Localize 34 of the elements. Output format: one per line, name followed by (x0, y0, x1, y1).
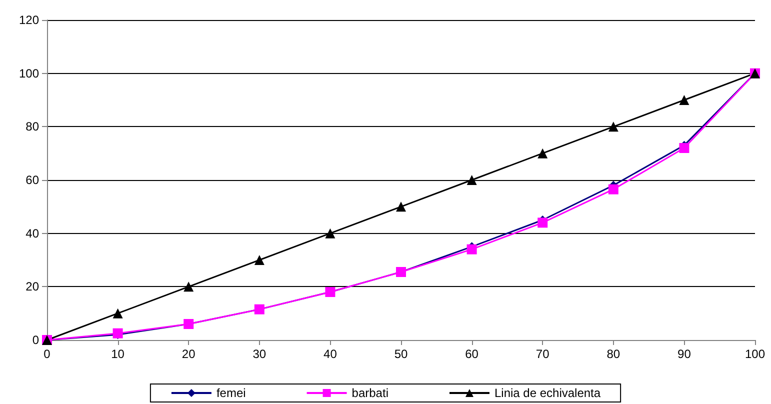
y-tick-label: 40 (26, 226, 40, 240)
y-tick-label: 120 (18, 13, 40, 27)
legend-label: femei (216, 386, 246, 400)
point (396, 202, 406, 212)
y-tick-label: 100 (18, 66, 40, 80)
point (538, 218, 548, 228)
y-tick-label: 60 (26, 173, 40, 187)
point (466, 175, 477, 185)
point (608, 122, 618, 132)
legend-label: barbati (352, 386, 388, 400)
legend-label: Linia de echivalenta (494, 386, 601, 400)
y-tick-label: 80 (26, 120, 40, 134)
y-tick-label: 0 (32, 333, 40, 347)
x-tick-label: 90 (678, 347, 692, 361)
x-tick-label: 40 (324, 347, 338, 361)
point (679, 143, 690, 153)
x-tick-label: 0 (44, 347, 51, 361)
x-tick-label: 80 (606, 347, 620, 361)
x-tick-label: 50 (394, 347, 408, 361)
point (112, 308, 123, 318)
x-tick-label: 20 (182, 347, 196, 361)
x-tick-label: 70 (536, 347, 550, 361)
x-tick-label: 30 (252, 347, 266, 361)
x-tick-label: 10 (111, 347, 125, 361)
point (466, 244, 477, 254)
point (679, 95, 690, 105)
point (184, 282, 194, 292)
point (254, 255, 264, 265)
point (538, 148, 548, 158)
y-tick-label: 20 (26, 280, 40, 294)
x-tick-label: 60 (465, 347, 479, 361)
point (325, 228, 336, 238)
point (608, 184, 618, 194)
x-tick-label: 100 (744, 347, 766, 361)
